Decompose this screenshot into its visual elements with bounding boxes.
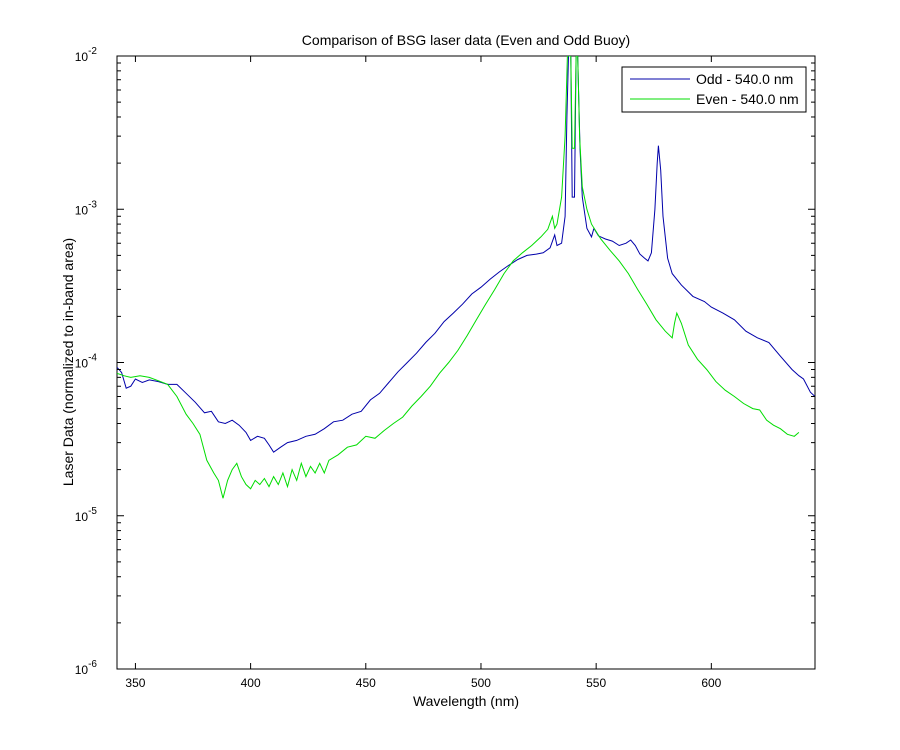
y-tick-label: 10-2 [75,46,98,64]
plot-area [116,55,816,670]
series-line-odd [117,56,815,453]
y-tick-exponent: -4 [88,353,97,364]
x-axis-label: Wavelength (nm) [413,693,519,709]
y-tick-base: 10 [75,203,89,217]
y-tick-exponent: -6 [88,659,97,670]
y-tick-label: 10-5 [75,506,98,524]
chart-title: Comparison of BSG laser data (Even and O… [302,32,630,48]
y-tick-base: 10 [75,357,89,371]
legend-label: Even - 540.0 nm [696,91,799,107]
x-tick-label: 450 [356,676,376,690]
y-tick-base: 10 [75,510,89,524]
series-line-even [117,56,800,499]
legend: Odd - 540.0 nm Even - 540.0 nm [621,66,807,113]
x-tick-label: 500 [471,676,491,690]
series-layer [117,56,815,499]
y-tick-exponent: -3 [88,199,97,210]
legend-label: Odd - 540.0 nm [696,71,793,87]
x-tick-label: 400 [241,676,261,690]
y-tick-label: 10-6 [75,659,98,677]
y-tick-exponent: -5 [88,506,97,517]
x-tick-label: 350 [125,676,145,690]
y-tick-base: 10 [75,663,89,677]
y-tick-label: 10-3 [75,199,98,217]
y-tick-label: 10-4 [75,353,98,371]
x-tick-label: 550 [586,676,606,690]
legend-box [621,66,807,113]
y-axis-label: Laser Data (normalized to in-band area) [60,238,76,486]
x-tick-label: 600 [701,676,721,690]
y-tick-exponent: -2 [88,46,97,57]
y-tick-base: 10 [75,50,89,64]
